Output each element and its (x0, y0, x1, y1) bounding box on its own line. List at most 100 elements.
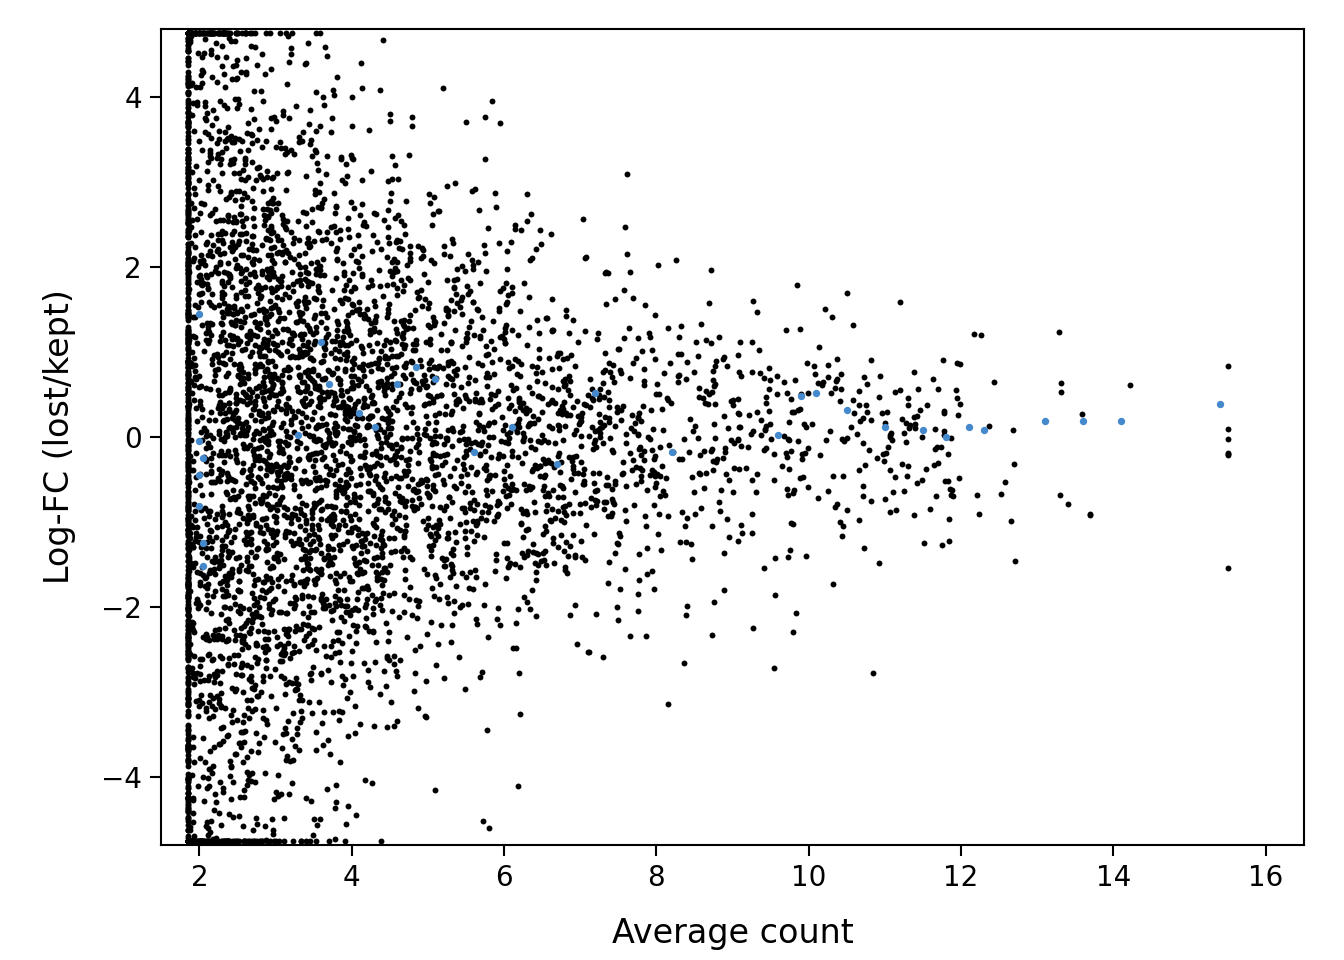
Point (489, 446, 511, 462)
Point (177, 833, 199, 849)
Point (349, 433, 371, 448)
Point (177, 174, 199, 189)
Point (398, 464, 419, 479)
Point (589, 406, 610, 421)
Point (388, 508, 410, 523)
Point (598, 399, 620, 415)
Point (226, 70, 247, 85)
Point (284, 595, 305, 611)
Point (352, 81, 374, 96)
Point (207, 25, 228, 40)
Point (216, 25, 238, 40)
Point (218, 833, 239, 849)
Point (276, 676, 297, 691)
Point (433, 238, 454, 253)
Point (177, 833, 199, 849)
Point (245, 25, 266, 40)
Point (286, 295, 308, 310)
Point (383, 586, 405, 601)
Point (177, 731, 199, 746)
Point (267, 245, 289, 260)
Point (257, 202, 278, 217)
Point (216, 132, 238, 147)
Point (177, 833, 199, 849)
Point (226, 291, 247, 306)
Point (563, 466, 585, 481)
Point (177, 186, 199, 202)
Point (353, 214, 375, 229)
Point (477, 630, 499, 645)
Point (226, 257, 247, 273)
Point (500, 483, 521, 498)
Point (254, 279, 276, 295)
Point (231, 819, 253, 834)
Point (305, 433, 327, 448)
Point (458, 349, 480, 365)
Point (177, 548, 199, 564)
Point (219, 270, 241, 285)
Point (401, 353, 422, 369)
Point (177, 487, 199, 502)
Point (263, 255, 285, 271)
Point (536, 557, 558, 572)
Point (340, 453, 362, 468)
Point (380, 185, 402, 201)
Point (550, 477, 571, 492)
Point (230, 199, 251, 214)
Point (194, 833, 215, 849)
Point (233, 684, 254, 700)
Point (177, 419, 199, 434)
Point (351, 340, 372, 355)
Point (380, 695, 402, 710)
Point (323, 394, 344, 409)
Point (454, 524, 476, 540)
Point (337, 728, 359, 743)
Point (453, 400, 474, 416)
Point (177, 810, 199, 826)
Point (814, 301, 836, 317)
Point (534, 553, 555, 568)
Point (177, 261, 199, 276)
Point (177, 718, 199, 733)
Point (446, 361, 468, 376)
Point (294, 264, 316, 279)
Point (200, 814, 222, 829)
Point (317, 538, 339, 553)
Point (177, 256, 199, 272)
Point (212, 719, 234, 734)
Point (177, 833, 199, 849)
Point (376, 649, 398, 664)
Point (1216, 358, 1238, 373)
Point (577, 644, 598, 660)
Point (464, 435, 485, 450)
Point (1216, 447, 1238, 463)
Point (673, 518, 695, 534)
Point (219, 753, 241, 768)
Point (261, 221, 282, 236)
Point (539, 512, 560, 527)
Point (423, 481, 445, 496)
Point (375, 412, 396, 427)
Point (218, 189, 239, 204)
Point (324, 527, 345, 542)
Point (245, 412, 266, 427)
Point (214, 25, 235, 40)
Point (200, 540, 222, 556)
Point (192, 343, 214, 358)
Point (235, 536, 257, 551)
Point (328, 481, 349, 496)
Point (226, 446, 247, 462)
Point (177, 833, 199, 849)
Point (773, 373, 794, 389)
Point (177, 306, 199, 322)
Point (362, 344, 383, 359)
Point (358, 674, 379, 689)
Point (435, 376, 457, 392)
Point (177, 833, 199, 849)
Point (378, 300, 399, 316)
Point (477, 437, 499, 452)
Point (234, 427, 255, 443)
Point (380, 368, 402, 383)
Point (278, 304, 300, 320)
Point (259, 280, 281, 296)
